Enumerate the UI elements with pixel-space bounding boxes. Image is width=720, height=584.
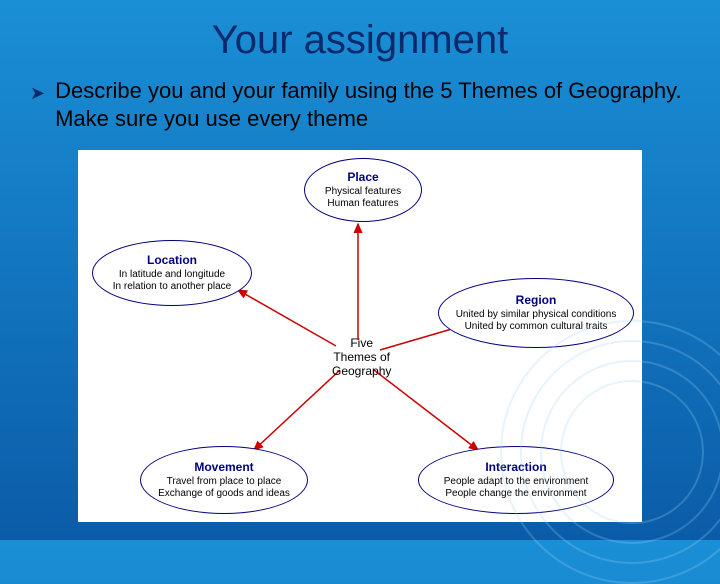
diagram-center-label: Five Themes of Geography	[332, 336, 391, 378]
node-location: LocationIn latitude and longitude In rel…	[92, 240, 252, 306]
decorative-ripples	[500, 320, 720, 580]
bullet-text: Describe you and your family using the 5…	[55, 77, 690, 133]
node-place: PlacePhysical features Human features	[304, 158, 422, 222]
page-title: Your assignment	[0, 0, 720, 63]
bullet-icon: ➤	[30, 79, 45, 107]
node-movement: MovementTravel from place to place Excha…	[140, 446, 308, 514]
assignment-bullet: ➤ Describe you and your family using the…	[0, 63, 720, 133]
